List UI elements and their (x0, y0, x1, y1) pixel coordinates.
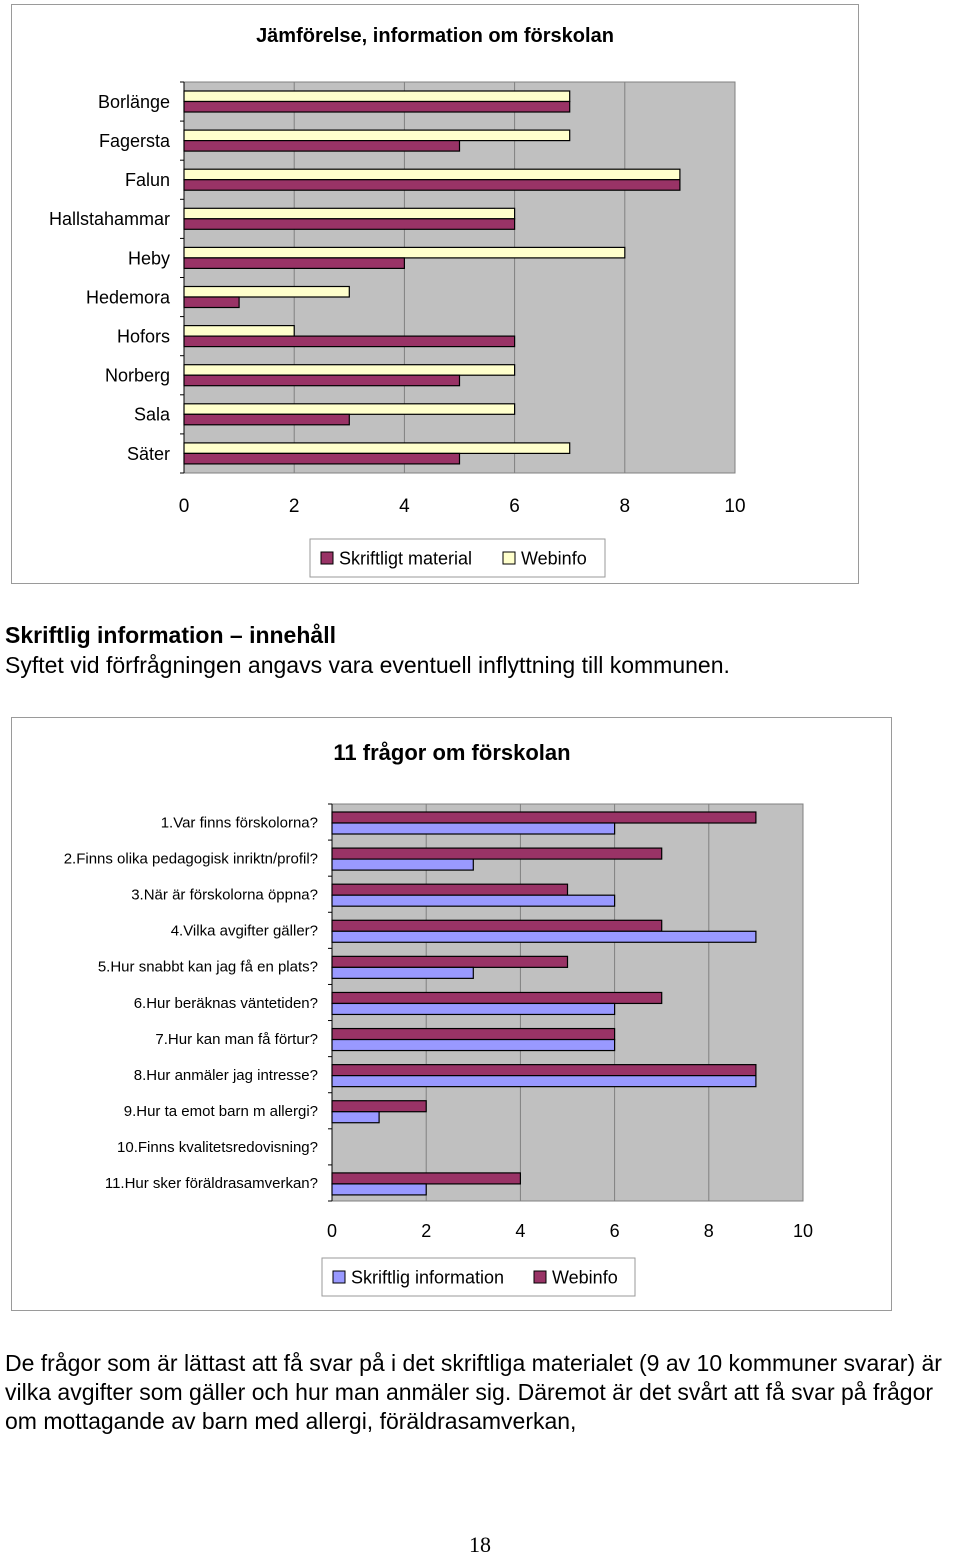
category-label: 7.Hur kan man få förtur? (155, 1031, 318, 1048)
category-label: Hofors (117, 326, 170, 346)
x-tick-label: 6 (509, 496, 520, 517)
bar (331, 1111, 380, 1124)
bar (331, 930, 757, 943)
bar (183, 257, 405, 269)
legend-swatch (332, 1270, 346, 1284)
x-tick-label: 8 (704, 1221, 714, 1241)
bar (331, 991, 663, 1005)
intro-paragraph: Syftet vid förfrågningen angavs vara eve… (5, 652, 730, 678)
bar (331, 1027, 616, 1041)
bar (183, 90, 571, 103)
x-tick-label: 0 (179, 496, 190, 517)
bar (331, 811, 757, 824)
bar (331, 1100, 427, 1113)
legend-label: Webinfo (521, 548, 587, 568)
bar (331, 966, 474, 979)
bar (183, 442, 571, 454)
category-label: Falun (125, 170, 170, 190)
x-tick-label: 0 (327, 1221, 337, 1241)
category-label: 1.Var finns förskolorna? (161, 814, 318, 831)
bar (331, 1172, 521, 1185)
chart-comparison-panel: Jämförelse, information om förskolan Borl… (11, 4, 859, 584)
category-label: 3.När är förskolorna öppna? (131, 886, 318, 903)
bar (331, 1183, 427, 1196)
bar (183, 403, 516, 415)
chart-title: 11 frågor om förskolan (333, 740, 570, 765)
bar (331, 1064, 757, 1077)
bar (183, 100, 571, 113)
bar (331, 1075, 757, 1088)
x-tick-label: 2 (421, 1221, 431, 1241)
category-label: Fagersta (99, 131, 171, 151)
category-label: 8.Hur anmäler jag intresse? (134, 1067, 318, 1084)
bar (331, 822, 616, 835)
conclusion-paragraph: De frågor som är lättast att få svar på … (5, 1350, 942, 1434)
bar (331, 858, 474, 871)
x-tick-label: 8 (620, 496, 631, 517)
legend-label: Webinfo (552, 1267, 618, 1287)
x-tick-label: 10 (793, 1221, 813, 1241)
legend-swatch (533, 1270, 547, 1284)
chart-title: Jämförelse, information om förskolan (256, 25, 614, 47)
legend-box (321, 1257, 636, 1297)
bar (183, 335, 516, 348)
bar (183, 207, 516, 220)
bar (183, 413, 350, 426)
bar (183, 452, 461, 465)
bar (331, 1038, 616, 1052)
legend-swatch (320, 551, 334, 565)
category-label: Heby (128, 248, 170, 268)
chart-questions-panel: 11 frågor om förskolan 1.Var finns försko… (11, 717, 892, 1311)
category-label: 11.Hur sker föräldrasamverkan? (105, 1175, 318, 1192)
bar (331, 894, 616, 907)
bar (331, 955, 569, 968)
bar (183, 129, 571, 142)
bar (331, 847, 663, 860)
category-label: 4.Vilka avgifter gäller? (171, 923, 318, 940)
category-label: 9.Hur ta emot barn m allergi? (124, 1103, 318, 1120)
bar (183, 246, 626, 259)
bar (331, 1002, 616, 1016)
x-tick-label: 10 (724, 496, 745, 517)
section-heading: Skriftlig information – innehåll (5, 622, 336, 648)
legend-label: Skriftlig information (351, 1267, 504, 1287)
category-label: 6.Hur beräknas väntetiden? (134, 995, 318, 1012)
category-label: 2.Finns olika pedagogisk inriktn/profil? (64, 850, 318, 867)
bar (183, 218, 516, 230)
category-label: Borlänge (98, 92, 170, 112)
category-label: Hedemora (86, 287, 171, 307)
page-number: 18 (469, 1532, 491, 1557)
category-label: Norberg (105, 366, 170, 386)
bar (331, 919, 663, 932)
category-label: Sala (134, 405, 171, 425)
bar (183, 179, 681, 191)
bar (183, 168, 681, 181)
bar (331, 883, 569, 896)
x-tick-label: 2 (289, 496, 300, 517)
bar (183, 285, 350, 298)
category-label: Säter (127, 444, 170, 464)
category-label: 10.Finns kvalitetsredovisning? (117, 1139, 318, 1156)
bar (183, 140, 461, 152)
bar (183, 374, 461, 387)
chart-questions: 11 frågor om förskolan 1.Var finns försko… (64, 740, 813, 1297)
bar (183, 364, 516, 376)
legend-label: Skriftligt material (339, 548, 472, 568)
category-label: 5.Hur snabbt kan jag få en plats? (98, 959, 318, 976)
legend-swatch (502, 551, 516, 565)
x-tick-label: 6 (610, 1221, 620, 1241)
legend-box (309, 538, 606, 578)
category-label: Hallstahammar (49, 209, 170, 229)
x-tick-label: 4 (399, 496, 410, 517)
chart-comparison: Jämförelse, information om förskolan Borl… (49, 25, 746, 578)
bar (183, 296, 240, 309)
x-tick-label: 4 (515, 1221, 525, 1241)
bar (183, 325, 295, 337)
